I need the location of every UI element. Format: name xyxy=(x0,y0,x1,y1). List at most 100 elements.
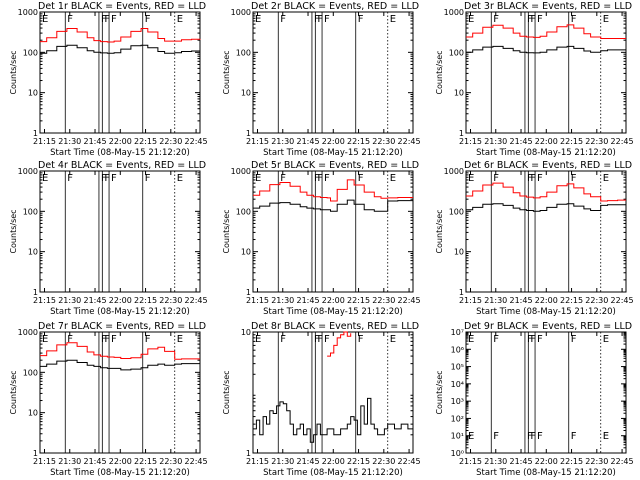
flag-label: F xyxy=(537,14,543,25)
flag-label: E xyxy=(255,14,261,25)
x-tick-label: 22:30 xyxy=(372,457,395,466)
y-tick-label: 1000 xyxy=(444,167,464,176)
series-lld xyxy=(327,331,352,357)
x-tick-label: 22:00 xyxy=(322,137,345,146)
y-tick-label: 1000 xyxy=(18,328,38,337)
flag-label: E xyxy=(255,173,261,184)
series-events xyxy=(253,397,414,443)
flag-label: E xyxy=(255,334,261,345)
panel-title: Det 7r BLACK = Events, RED = LLD xyxy=(38,321,206,332)
y-tick-label: 100 xyxy=(236,48,251,57)
series-events xyxy=(40,44,201,54)
x-axis-label: Start Time (08-May-15 21:12:20) xyxy=(50,307,190,317)
flag-label: F xyxy=(101,334,107,345)
x-tick-label: 22:45 xyxy=(611,137,634,146)
x-axis-label: Start Time (08-May-15 21:12:20) xyxy=(476,307,616,317)
x-tick-label: 22:00 xyxy=(109,457,132,466)
x-tick-label: 21:45 xyxy=(83,296,106,305)
y-tick-label: 10⁷ xyxy=(451,328,464,337)
panel-title: Det 9r BLACK = Events, RED = LLD xyxy=(464,321,632,332)
flag-label: E xyxy=(177,173,183,184)
flag-label: E xyxy=(42,14,48,25)
y-tick-label: 10⁰ xyxy=(451,449,464,458)
y-tick-label: 1 xyxy=(246,129,251,138)
flag-label: F xyxy=(527,334,533,345)
flag-label: F xyxy=(145,173,151,184)
flag-label: E xyxy=(42,173,48,184)
flag-label: F xyxy=(101,173,107,184)
x-tick-label: 22:45 xyxy=(611,296,634,305)
flag-label: F xyxy=(527,173,533,184)
y-tick-label: 100 xyxy=(23,48,38,57)
y-tick-label: 1000 xyxy=(18,167,38,176)
panel-det-1: Det 1r BLACK = Events, RED = LLD 1 10 100 10… xyxy=(9,1,208,158)
x-tick-label: 22:45 xyxy=(611,457,634,466)
flag-label: F xyxy=(358,173,364,184)
x-tick-label: 22:30 xyxy=(372,137,395,146)
x-tick-label: 21:45 xyxy=(83,137,106,146)
series-lld xyxy=(40,28,201,43)
y-tick-label: 10⁴ xyxy=(451,380,464,389)
flag-label: F xyxy=(314,334,320,345)
y-tick-label: 100 xyxy=(449,207,464,216)
x-tick-label: 22:30 xyxy=(372,296,395,305)
flag-label: F xyxy=(280,14,286,25)
x-axis-label: Start Time (08-May-15 21:12:20) xyxy=(50,468,190,478)
x-tick-label: 22:00 xyxy=(322,296,345,305)
flag-label: F xyxy=(104,14,110,25)
x-tick-label: 21:15 xyxy=(246,457,269,466)
x-tick-label: 22:15 xyxy=(347,296,370,305)
x-tick-label: 21:15 xyxy=(246,137,269,146)
y-tick-label: 1 xyxy=(246,288,251,297)
flag-label: F xyxy=(67,14,73,25)
flag-label: E xyxy=(42,334,48,345)
flag-label: F xyxy=(145,334,151,345)
flag-label: E xyxy=(603,173,609,184)
y-tick-label: 10 xyxy=(241,328,251,337)
x-tick-label: 22:15 xyxy=(134,457,157,466)
plot-frame xyxy=(252,11,414,134)
flag-label: F xyxy=(145,14,151,25)
x-tick-label: 21:30 xyxy=(58,137,81,146)
y-tick-label: 1 xyxy=(33,449,38,458)
x-tick-label: 22:15 xyxy=(560,137,583,146)
flag-label: F xyxy=(530,14,536,25)
x-tick-label: 21:30 xyxy=(271,137,294,146)
x-tick-label: 22:15 xyxy=(134,296,157,305)
flag-label: F xyxy=(104,334,110,345)
x-tick-label: 22:45 xyxy=(185,457,208,466)
flag-label: F xyxy=(571,173,577,184)
flag-label: E xyxy=(468,173,474,184)
x-tick-label: 22:30 xyxy=(159,457,182,466)
y-tick-label: 10 xyxy=(454,248,464,257)
y-tick-label: 1 xyxy=(459,129,464,138)
y-tick-label: 10² xyxy=(451,414,464,423)
y-tick-label: 10 xyxy=(454,89,464,98)
x-tick-label: 22:45 xyxy=(398,457,421,466)
flag-label: F xyxy=(527,14,533,25)
panel-title: Det 2r BLACK = Events, RED = LLD xyxy=(251,1,419,12)
x-tick-label: 21:15 xyxy=(33,457,56,466)
x-axis-label: Start Time (08-May-15 21:12:20) xyxy=(263,468,403,478)
x-axis-label: Start Time (08-May-15 21:12:20) xyxy=(476,468,616,478)
flag-label: E xyxy=(177,334,183,345)
x-tick-label: 22:00 xyxy=(535,137,558,146)
x-tick-label: 22:00 xyxy=(535,457,558,466)
flag-label: F xyxy=(537,334,543,345)
x-tick-label: 22:00 xyxy=(535,296,558,305)
flag-label: F xyxy=(358,14,364,25)
x-tick-label: 21:45 xyxy=(509,137,532,146)
plot-frame xyxy=(39,331,201,454)
flag-label: F xyxy=(314,14,320,25)
plot-frame xyxy=(252,170,414,293)
panel-det-8: Det 8r BLACK = Events, RED = LLD 1 10 Count… xyxy=(222,321,421,478)
flag-label: F xyxy=(530,431,536,442)
panel-det-4: Det 4r BLACK = Events, RED = LLD 1 10 100 10… xyxy=(9,160,208,317)
flag-label: E xyxy=(468,334,474,345)
series-lld xyxy=(466,24,626,39)
y-tick-label: 10 xyxy=(241,248,251,257)
x-tick-label: 22:00 xyxy=(109,296,132,305)
x-tick-label: 21:45 xyxy=(509,296,532,305)
x-tick-label: 21:30 xyxy=(58,296,81,305)
